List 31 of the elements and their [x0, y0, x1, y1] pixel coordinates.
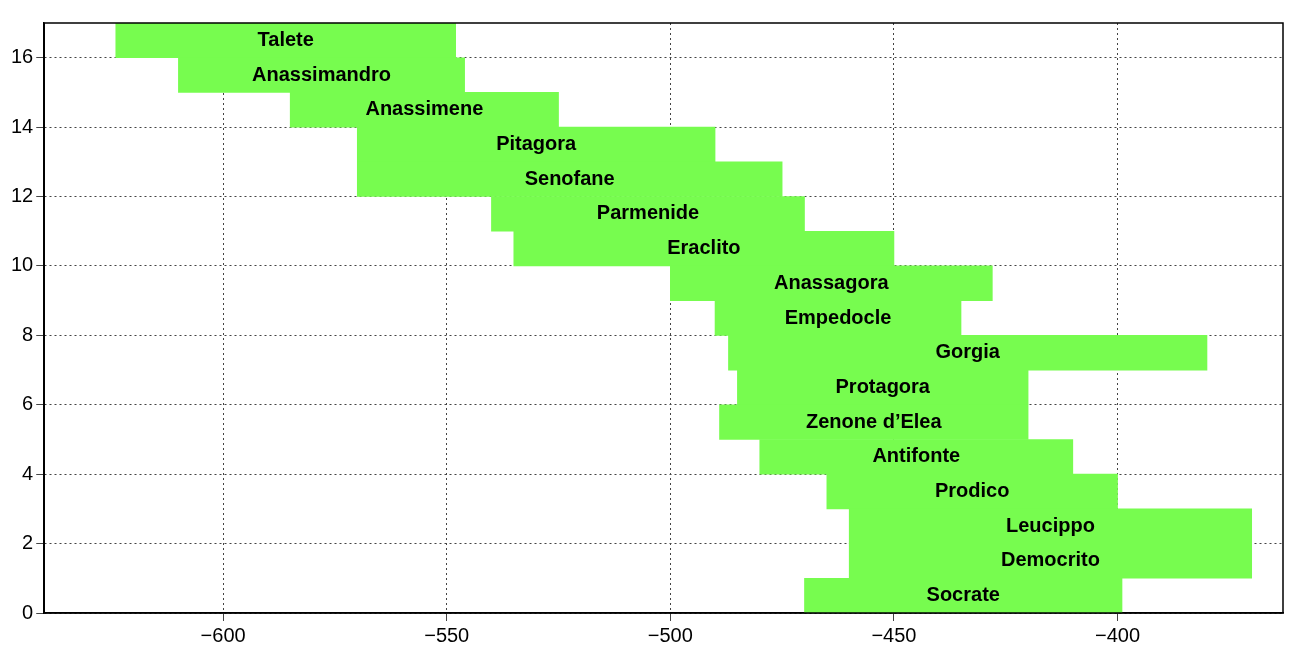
y-tick-label: 14 — [11, 114, 34, 137]
data-label: Zenone d’Elea — [806, 409, 943, 432]
y-tick-label: 0 — [22, 600, 34, 623]
y-tick-label: 12 — [11, 184, 34, 207]
data-label: Talete — [257, 27, 314, 50]
data-label: Anassagora — [774, 270, 890, 293]
data-label: Empedocle — [784, 305, 892, 328]
x-tick-label: −450 — [871, 623, 917, 646]
x-tick-label: −550 — [424, 623, 470, 646]
y-tick-label: 16 — [11, 45, 34, 68]
data-label: Pitagora — [496, 131, 578, 154]
data-label: Anassimene — [365, 97, 484, 120]
data-label: Parmenide — [596, 201, 700, 224]
data-label: Democrito — [1001, 548, 1100, 571]
data-label: Anassimandro — [252, 62, 391, 85]
data-label: Leucippo — [1006, 513, 1095, 536]
data-label: Gorgia — [935, 340, 1001, 363]
data-label: Socrate — [926, 583, 1000, 606]
x-tick-label: −400 — [1095, 623, 1141, 646]
data-label: Antifonte — [872, 444, 961, 467]
data-label: Senofane — [524, 166, 615, 189]
y-tick-label: 10 — [11, 253, 34, 276]
x-tick-label: −500 — [647, 623, 693, 646]
data-label: Prodico — [934, 479, 1010, 502]
data-label: Eraclito — [667, 236, 741, 259]
x-tick-label: −600 — [200, 623, 246, 646]
y-tick-label: 2 — [22, 531, 34, 554]
y-tick-label: 4 — [22, 461, 34, 484]
y-tick-label: 6 — [22, 392, 34, 415]
y-tick-label: 8 — [22, 322, 34, 345]
data-label: Protagora — [835, 374, 931, 397]
